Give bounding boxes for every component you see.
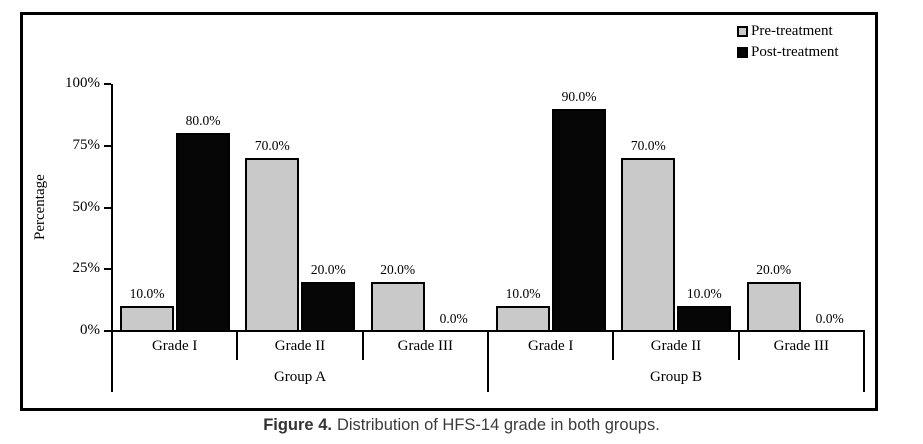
bar-value-label: 70.0%: [630, 138, 666, 154]
bar-value-label: 10.0%: [686, 286, 722, 302]
y-tick-label: 75%: [72, 136, 101, 153]
x-category-label: Grade III: [773, 338, 830, 354]
bar-post-treatment: [677, 306, 732, 332]
legend-item: Pre-treatment: [737, 22, 833, 41]
x-category-label: Grade II: [650, 338, 702, 354]
bar-value-label: 90.0%: [561, 88, 597, 104]
bar-post-treatment: [176, 133, 230, 332]
y-axis-tick: [104, 206, 111, 209]
bar-pre-treatment: [621, 158, 676, 332]
figure-caption-label: Figure 4.: [263, 416, 332, 434]
y-tick-label: 0%: [80, 322, 100, 338]
y-axis-tick: [104, 83, 111, 85]
y-axis-tick: [104, 268, 111, 271]
y-tick-label: 50%: [72, 198, 101, 215]
bar-value-label: 10.0%: [129, 286, 165, 302]
y-tick-label: 100%: [65, 75, 100, 91]
y-axis-tick: [104, 330, 111, 332]
legend-item: Post-treatment: [737, 43, 838, 62]
group-boundary-tick: [487, 331, 489, 392]
x-category-label: Grade I: [527, 338, 574, 354]
legend-swatch-pre-treatment: [737, 25, 748, 37]
bar-value-label: 80.0%: [185, 113, 221, 129]
bar-pre-treatment: [245, 158, 300, 332]
bar-pre-treatment: [746, 281, 801, 332]
figure-caption: Figure 4. Distribution of HFS-14 grade in…: [0, 414, 923, 437]
bar-pre-treatment: [496, 306, 550, 332]
category-boundary-tick: [361, 331, 364, 360]
y-axis-tick: [104, 144, 111, 147]
bar-post-treatment: [552, 108, 606, 332]
bar-value-label: 0.0%: [815, 311, 844, 326]
x-category-label: Grade II: [274, 338, 326, 354]
category-boundary-tick: [236, 331, 239, 360]
bar-value-label: 0.0%: [439, 311, 468, 326]
y-tick-label: 25%: [72, 260, 101, 277]
bar-value-label: 20.0%: [380, 261, 416, 277]
category-boundary-tick: [612, 331, 615, 360]
bar-value-label: 20.0%: [756, 261, 792, 277]
legend-label-pre-treatment: Pre-treatment: [751, 23, 833, 39]
bar-value-label: 10.0%: [505, 286, 541, 302]
bar-post-treatment: [301, 281, 356, 332]
category-boundary-tick: [737, 331, 740, 360]
x-group-label: Group B: [649, 369, 703, 385]
x-category-label: Grade I: [151, 338, 198, 354]
legend-label-post-treatment: Post-treatment: [751, 44, 839, 60]
figure-caption-text: Distribution of HFS-14 grade in both gro…: [336, 416, 660, 434]
bar-pre-treatment: [120, 306, 174, 332]
y-axis-line: [111, 84, 113, 392]
x-group-label: Group A: [273, 369, 327, 385]
bar-value-label: 20.0%: [310, 261, 346, 277]
x-category-label: Grade III: [397, 338, 454, 354]
bar-pre-treatment: [370, 281, 425, 332]
legend-swatch-post-treatment: [737, 46, 748, 58]
chart-frame: [20, 12, 878, 411]
group-boundary-tick: [111, 331, 113, 392]
group-boundary-tick: [863, 331, 865, 392]
bar-value-label: 70.0%: [254, 138, 290, 154]
y-axis-title: Percentage: [32, 174, 48, 240]
